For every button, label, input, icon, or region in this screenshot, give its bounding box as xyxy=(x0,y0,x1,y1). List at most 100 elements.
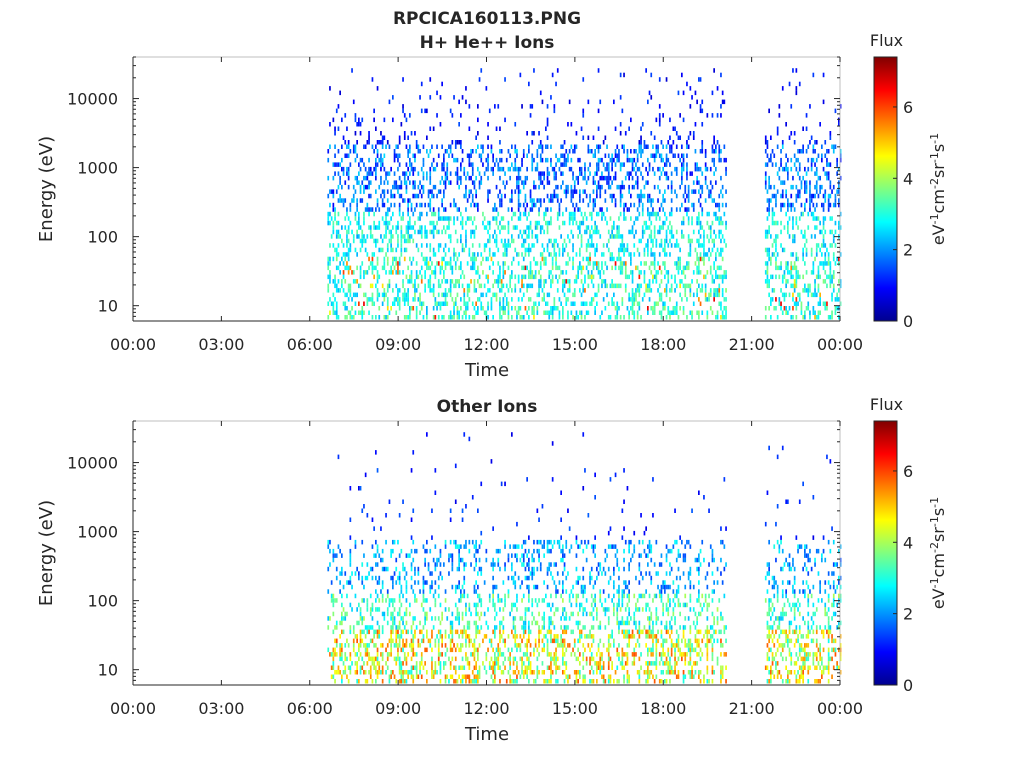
flux-cell xyxy=(394,540,396,545)
flux-cell xyxy=(477,297,479,302)
flux-cell xyxy=(625,288,627,293)
flux-cell xyxy=(521,297,523,302)
flux-cell xyxy=(445,297,447,302)
flux-cell xyxy=(445,540,447,545)
flux-cell xyxy=(421,225,423,230)
flux-cell xyxy=(535,225,537,230)
flux-cell xyxy=(426,311,428,316)
flux-cell xyxy=(715,252,717,257)
flux-cell xyxy=(375,176,377,181)
flux-cell xyxy=(826,158,828,163)
flux-cell xyxy=(701,171,703,176)
flux-cell xyxy=(525,180,527,185)
flux-cell xyxy=(630,203,632,208)
flux-cell xyxy=(669,149,671,154)
flux-cell xyxy=(787,176,789,181)
flux-cell xyxy=(431,571,433,576)
flux-cell xyxy=(543,248,545,253)
flux-cell xyxy=(784,225,786,230)
flux-cell xyxy=(835,194,837,199)
flux-cell xyxy=(450,630,452,635)
flux-cell xyxy=(642,194,644,199)
flux-cell xyxy=(804,234,806,239)
flux-cell xyxy=(816,167,818,172)
flux-cell xyxy=(650,239,652,244)
flux-cell xyxy=(813,261,815,266)
flux-cell xyxy=(363,176,365,181)
flux-cell xyxy=(409,275,411,280)
flux-cell xyxy=(497,549,499,554)
flux-cell xyxy=(431,221,433,226)
flux-cell xyxy=(363,670,365,675)
flux-cell xyxy=(811,167,813,172)
flux-cell xyxy=(508,266,510,271)
flux-cell xyxy=(392,95,394,100)
flux-cell xyxy=(499,625,501,630)
flux-cell xyxy=(511,216,513,221)
figure-title: RPCICA160113.PNG xyxy=(393,9,581,29)
flux-cell xyxy=(407,652,409,657)
flux-cell xyxy=(440,571,442,576)
flux-cell xyxy=(669,212,671,217)
flux-cell xyxy=(596,167,598,172)
flux-cell xyxy=(361,239,363,244)
flux-cell xyxy=(494,104,496,109)
flux-cell xyxy=(523,239,525,244)
flux-cell xyxy=(487,158,489,163)
flux-cell xyxy=(802,212,804,217)
flux-cell xyxy=(419,621,421,626)
flux-cell xyxy=(472,194,474,199)
flux-cell xyxy=(497,661,499,666)
flux-cell xyxy=(547,207,549,212)
flux-cell xyxy=(572,243,574,248)
flux-cell xyxy=(465,100,467,105)
flux-cell xyxy=(474,279,476,284)
flux-cell xyxy=(450,288,452,293)
flux-cell xyxy=(360,131,362,136)
flux-cell xyxy=(639,212,641,217)
flux-cell xyxy=(671,225,673,230)
flux-cell xyxy=(713,297,715,302)
flux-cell xyxy=(639,284,641,289)
flux-cell xyxy=(450,509,452,514)
flux-cell xyxy=(423,189,425,194)
flux-cell xyxy=(720,104,722,109)
flux-cell xyxy=(569,167,571,172)
flux-cell xyxy=(511,648,513,653)
flux-cell xyxy=(693,131,695,136)
flux-cell xyxy=(399,136,401,141)
flux-cell xyxy=(557,68,559,73)
flux-cell xyxy=(492,315,494,320)
flux-cell xyxy=(367,234,369,239)
flux-cell xyxy=(679,158,681,163)
flux-cell xyxy=(520,657,522,662)
flux-cell xyxy=(818,216,820,221)
flux-cell xyxy=(409,198,411,203)
flux-cell xyxy=(463,248,465,253)
flux-cell xyxy=(387,198,389,203)
flux-cell xyxy=(513,621,515,626)
flux-cell xyxy=(662,198,664,203)
flux-cell xyxy=(625,266,627,271)
flux-cell xyxy=(463,171,465,176)
flux-cell xyxy=(514,616,516,621)
flux-cell xyxy=(813,149,815,154)
flux-cell xyxy=(650,95,652,100)
flux-cell xyxy=(392,576,394,581)
flux-cell xyxy=(380,162,382,167)
flux-cell xyxy=(720,221,722,226)
flux-cell xyxy=(494,607,496,612)
flux-cell xyxy=(438,284,440,289)
flux-cell xyxy=(414,158,416,163)
flux-cell xyxy=(516,607,518,612)
flux-cell xyxy=(375,171,377,176)
flux-cell xyxy=(475,270,477,275)
flux-cell xyxy=(806,248,808,253)
flux-cell xyxy=(662,207,664,212)
flux-cell xyxy=(686,284,688,289)
flux-cell xyxy=(610,284,612,289)
flux-cell xyxy=(329,122,331,127)
flux-cell xyxy=(639,270,641,275)
flux-cell xyxy=(373,221,375,226)
flux-cell xyxy=(474,261,476,266)
